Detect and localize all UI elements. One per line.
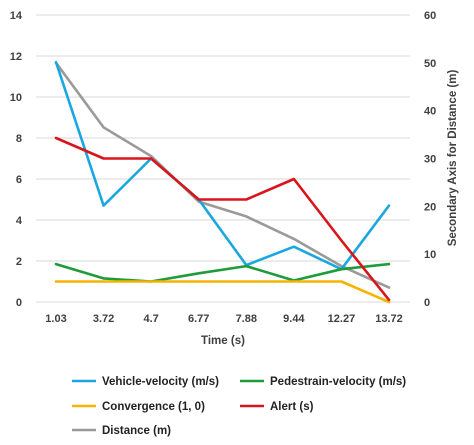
y-tick-label: 2	[16, 256, 22, 268]
x-tick-label: 7.88	[236, 313, 257, 325]
x-tick-label: 12.27	[328, 313, 356, 325]
series-line-1	[54, 60, 391, 271]
y-tick-label: 6	[16, 174, 22, 186]
x-axis: 1.03 3.72 4.7 6.77 7.88 9.44 12.27 13.72	[45, 313, 402, 325]
y-tick-label: 12	[10, 51, 22, 63]
legend-label: Distance (m)	[102, 425, 171, 437]
y2-tick-label: 0	[424, 297, 430, 309]
x-tick-label: 1.03	[45, 313, 66, 325]
secondary-y-axis: 0 10 20 30 40 50 60	[424, 10, 436, 309]
legend-label: Pedestrain-velocity (m/s)	[270, 376, 406, 388]
y2-tick-label: 40	[424, 106, 436, 118]
y-tick-label: 10	[10, 92, 22, 104]
x-tick-label: 3.72	[93, 313, 114, 325]
series-line-4	[54, 136, 391, 302]
legend-label: Convergence (1, 0)	[102, 401, 205, 413]
y2-tick-label: 30	[424, 154, 436, 166]
series-line-2	[54, 262, 391, 283]
x-tick-label: 13.72	[375, 313, 403, 325]
y2-tick-label: 20	[424, 201, 436, 213]
legend: Vehicle-velocity (m/s) Pedestrain-velocit…	[72, 376, 406, 437]
series-line-5	[54, 61, 391, 289]
y-tick-label: 0	[16, 297, 22, 309]
y2-tick-label: 60	[424, 10, 436, 22]
x-tick-label: 4.7	[143, 313, 158, 325]
y-tick-label: 14	[10, 10, 23, 22]
x-tick-label: 6.77	[188, 313, 209, 325]
legend-label: Alert (s)	[270, 401, 314, 413]
y2-tick-label: 10	[424, 249, 436, 261]
y-tick-label: 4	[16, 215, 23, 227]
y2-tick-label: 50	[424, 58, 436, 70]
gridlines	[36, 14, 410, 303]
primary-y-axis: 0 2 4 6 8 10 12 14	[10, 10, 23, 309]
series-line-3	[54, 280, 391, 304]
y-tick-label: 8	[16, 133, 22, 145]
x-axis-title: Time (s)	[201, 335, 245, 347]
x-tick-label: 9.44	[283, 313, 305, 325]
series-lines	[54, 60, 391, 304]
legend-label: Vehicle-velocity (m/s)	[102, 376, 219, 388]
secondary-y-axis-title: Secondary Axis for Distance (m)	[447, 70, 459, 247]
